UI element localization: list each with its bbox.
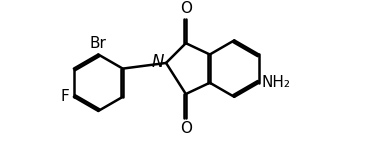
Text: Br: Br xyxy=(90,36,107,51)
Text: F: F xyxy=(61,89,70,104)
Text: O: O xyxy=(180,1,192,16)
Text: N: N xyxy=(152,53,164,71)
Text: NH₂: NH₂ xyxy=(262,75,291,90)
Text: O: O xyxy=(180,121,192,136)
